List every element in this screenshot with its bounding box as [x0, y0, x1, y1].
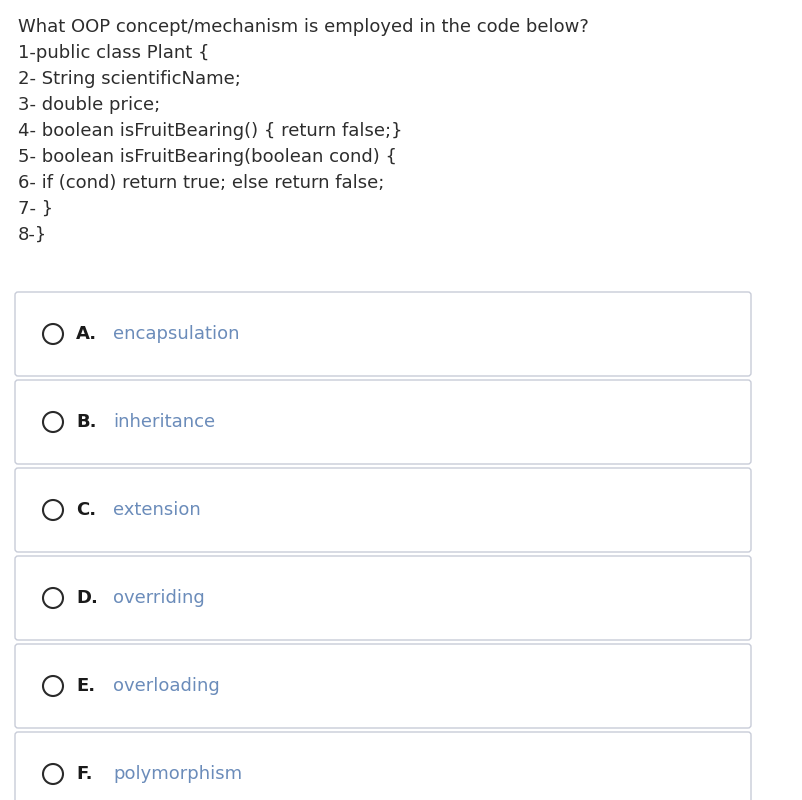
FancyBboxPatch shape: [15, 644, 751, 728]
Circle shape: [43, 412, 63, 432]
Text: overriding: overriding: [113, 589, 205, 607]
Text: D.: D.: [76, 589, 98, 607]
Text: A.: A.: [76, 325, 97, 343]
Text: 5- boolean isFruitBearing(boolean cond) {: 5- boolean isFruitBearing(boolean cond) …: [18, 148, 397, 166]
Text: E.: E.: [76, 677, 95, 695]
Text: 4- boolean isFruitBearing() { return false;}: 4- boolean isFruitBearing() { return fal…: [18, 122, 403, 140]
Text: overloading: overloading: [113, 677, 220, 695]
Text: What OOP concept/mechanism is employed in the code below?: What OOP concept/mechanism is employed i…: [18, 18, 589, 36]
Text: 3- double price;: 3- double price;: [18, 96, 160, 114]
Circle shape: [43, 676, 63, 696]
Text: 7- }: 7- }: [18, 200, 53, 218]
FancyBboxPatch shape: [15, 292, 751, 376]
Circle shape: [43, 324, 63, 344]
Text: B.: B.: [76, 413, 96, 431]
Text: C.: C.: [76, 501, 96, 519]
Text: 2- String scientificName;: 2- String scientificName;: [18, 70, 241, 88]
FancyBboxPatch shape: [15, 556, 751, 640]
Text: inheritance: inheritance: [113, 413, 215, 431]
Text: 1-public class Plant {: 1-public class Plant {: [18, 44, 209, 62]
Circle shape: [43, 764, 63, 784]
FancyBboxPatch shape: [15, 732, 751, 800]
Text: encapsulation: encapsulation: [113, 325, 240, 343]
Text: 8-}: 8-}: [18, 226, 47, 244]
Text: polymorphism: polymorphism: [113, 765, 242, 783]
Text: F.: F.: [76, 765, 92, 783]
Text: extension: extension: [113, 501, 200, 519]
FancyBboxPatch shape: [15, 468, 751, 552]
Text: 6- if (cond) return true; else return false;: 6- if (cond) return true; else return fa…: [18, 174, 384, 192]
FancyBboxPatch shape: [15, 380, 751, 464]
Circle shape: [43, 500, 63, 520]
Circle shape: [43, 588, 63, 608]
